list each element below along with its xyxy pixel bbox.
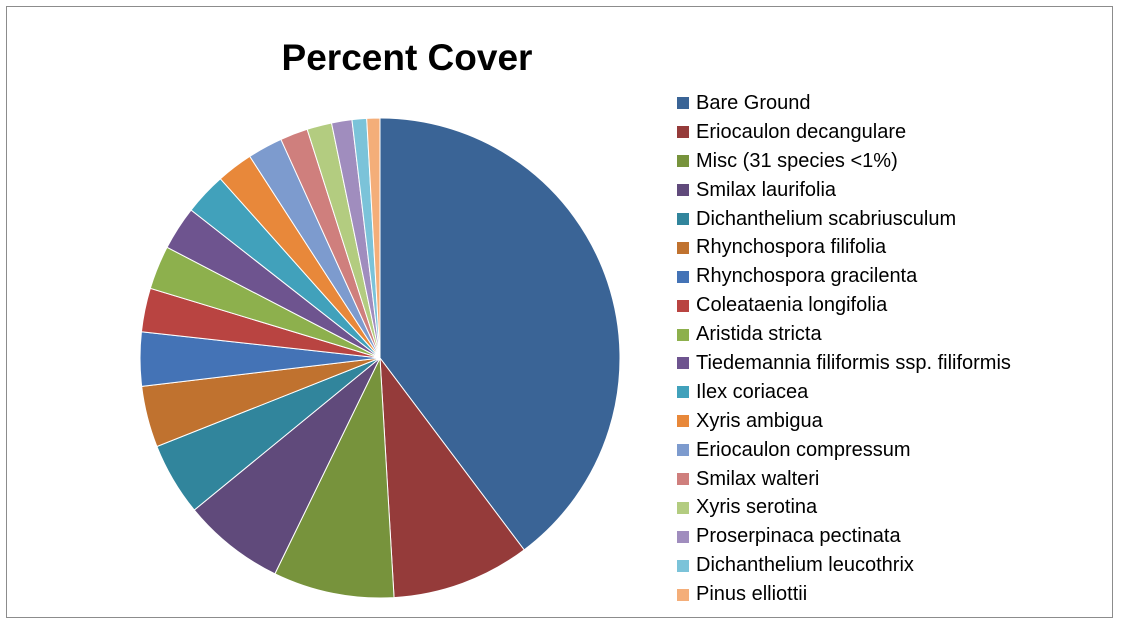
legend-swatch [677,155,689,168]
legend-item: Tiedemannia filiformis ssp. filiformis [677,349,1011,378]
legend-swatch [677,357,689,370]
legend-label: Bare Ground [696,91,811,114]
legend-swatch [677,415,689,428]
legend-label: Proserpinaca pectinata [696,525,901,548]
legend-item: Proserpinaca pectinata [677,522,1011,551]
pie-slice-3 [193,357,381,575]
legend-item: Eriocaulon decangulare [677,118,1011,147]
legend-item: Misc (31 species <1%) [677,147,1011,176]
legend-label: Dichanthelium leucothrix [696,554,914,577]
legend-swatch [677,444,689,457]
legend-label: Tiedemannia filiformis ssp. filiformis [696,351,1011,374]
legend-item: Pinus elliottii [677,580,1011,609]
legend-swatch [677,588,689,601]
legend-label: Ilex coriacea [696,380,809,403]
legend-label: Eriocaulon compressum [696,438,911,461]
chart-area: Percent Cover Bare Ground Eriocaulon deca… [6,6,1113,618]
legend-label: Coleataenia longifolia [696,294,888,317]
legend-item: Smilax walteri [677,465,1011,494]
legend-label: Rhynchospora filifolia [696,236,887,259]
legend-swatch [677,184,689,197]
legend-swatch [677,241,689,254]
legend-swatch [677,559,689,572]
legend-label: Misc (31 species <1%) [696,149,898,172]
legend-swatch [677,97,689,110]
legend-item: Smilax laurifolia [677,176,1011,205]
legend-item: Rhynchospora filifolia [677,233,1011,262]
legend-item: Eriocaulon compressum [677,436,1011,465]
legend-swatch [677,126,689,139]
legend-swatch [677,501,689,514]
legend-item: Xyris ambigua [677,407,1011,436]
pie-slice-1 [379,356,525,599]
legend-item: Dichanthelium scabriusculum [677,205,1011,234]
chart-title: Percent Cover [281,37,533,78]
legend-item: Xyris serotina [677,493,1011,522]
legend-swatch [677,386,689,399]
legend-item: Aristida stricta [677,320,1011,349]
legend-swatch [677,299,689,312]
legend-label: Rhynchospora gracilenta [696,265,918,288]
legend-swatch [677,270,689,283]
legend-swatch [677,213,689,225]
legend-label: Aristida stricta [696,323,822,346]
legend-label: Smilax laurifolia [696,178,837,201]
legend-label: Eriocaulon decangulare [696,120,907,143]
pie-chart [139,117,621,599]
legend-label: Smilax walteri [696,467,820,490]
legend-item: Coleataenia longifolia [677,291,1011,320]
legend-label: Xyris ambigua [696,409,823,432]
chart-legend: Bare Ground Eriocaulon decangulare Misc (3… [677,89,1011,609]
legend-item: Ilex coriacea [677,378,1011,407]
legend-label: Xyris serotina [696,496,818,519]
legend-label: Dichanthelium scabriusculum [696,207,957,230]
pie-slice-2 [274,356,395,599]
legend-label: Pinus elliottii [696,583,808,606]
legend-swatch [677,530,689,543]
legend-swatch [677,328,689,341]
pie-slice-0 [379,117,621,551]
pie-slice-17 [366,117,381,359]
legend-item: Rhynchospora gracilenta [677,262,1011,291]
legend-item: Dichanthelium leucothrix [677,551,1011,580]
legend-swatch [677,473,689,486]
legend-item: Bare Ground [677,89,1011,118]
